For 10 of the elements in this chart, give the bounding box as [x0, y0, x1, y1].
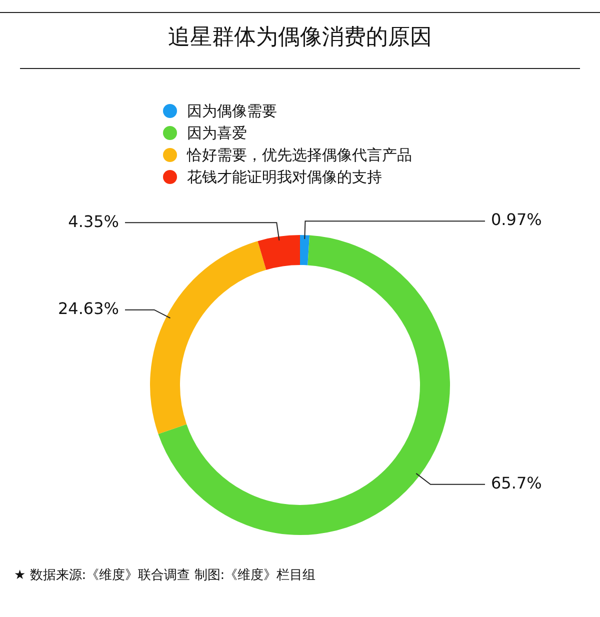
- legend-label: 因为偶像需要: [187, 101, 277, 122]
- chart-title: 追星群体为偶像消费的原因: [167, 24, 433, 52]
- legend-label: 恰好需要，优先选择偶像代言产品: [187, 145, 412, 166]
- text: ★ 数据来源:《维度》联合调查 制图:《维度》栏目组: [14, 567, 316, 584]
- legend-label: 因为喜爱: [187, 123, 247, 144]
- legend-label: 花钱才能证明我对偶像的支持: [187, 167, 382, 188]
- data-label: 0.97%: [491, 210, 542, 230]
- data-label: 24.63%: [58, 298, 119, 318]
- data-label: 4.35%: [68, 212, 119, 231]
- data-label: 65.7%: [491, 474, 542, 493]
